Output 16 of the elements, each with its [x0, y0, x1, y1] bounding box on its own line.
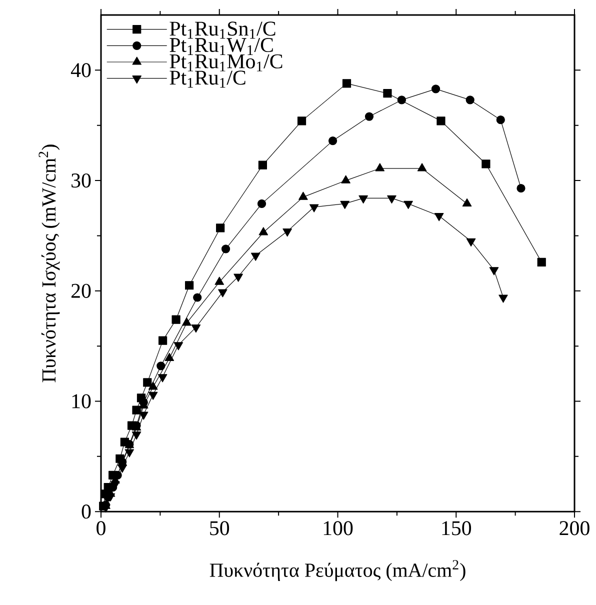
y-tick-label: 10 [72, 394, 91, 408]
legend-label: Pt$_{1}$Ru$_{1}$W$_{1}$/C [170, 38, 273, 55]
x-tick-label: 200 [560, 521, 590, 536]
x-tick-label: 150 [442, 521, 472, 536]
x-tick-label: 100 [324, 521, 353, 536]
y-axis-title: Πυκνότητα Ισχύος (mW/cm$^{2}$) [38, 144, 60, 382]
x-axis-title: Πυκνότητα Ρεύματος (mA/cm$^{2}$) [210, 560, 466, 582]
y-tick-label: 40 [70, 63, 91, 78]
legend-label: Pt$_{1}$Ru$_{1}$Sn$_{1}$/C [170, 22, 276, 39]
y-tick-label: 20 [71, 284, 91, 298]
legend-label: Pt$_{1}$Ru$_{1}$Mo$_{1}$/C [170, 54, 282, 72]
y-tick-label: 0 [82, 504, 91, 519]
y-tick-label: 30 [72, 173, 91, 188]
x-tick-label: 50 [210, 521, 230, 536]
legend-label: Pt$_{1}$Ru$_{1}$/C [170, 70, 246, 88]
x-tick-label: 0 [96, 521, 106, 536]
